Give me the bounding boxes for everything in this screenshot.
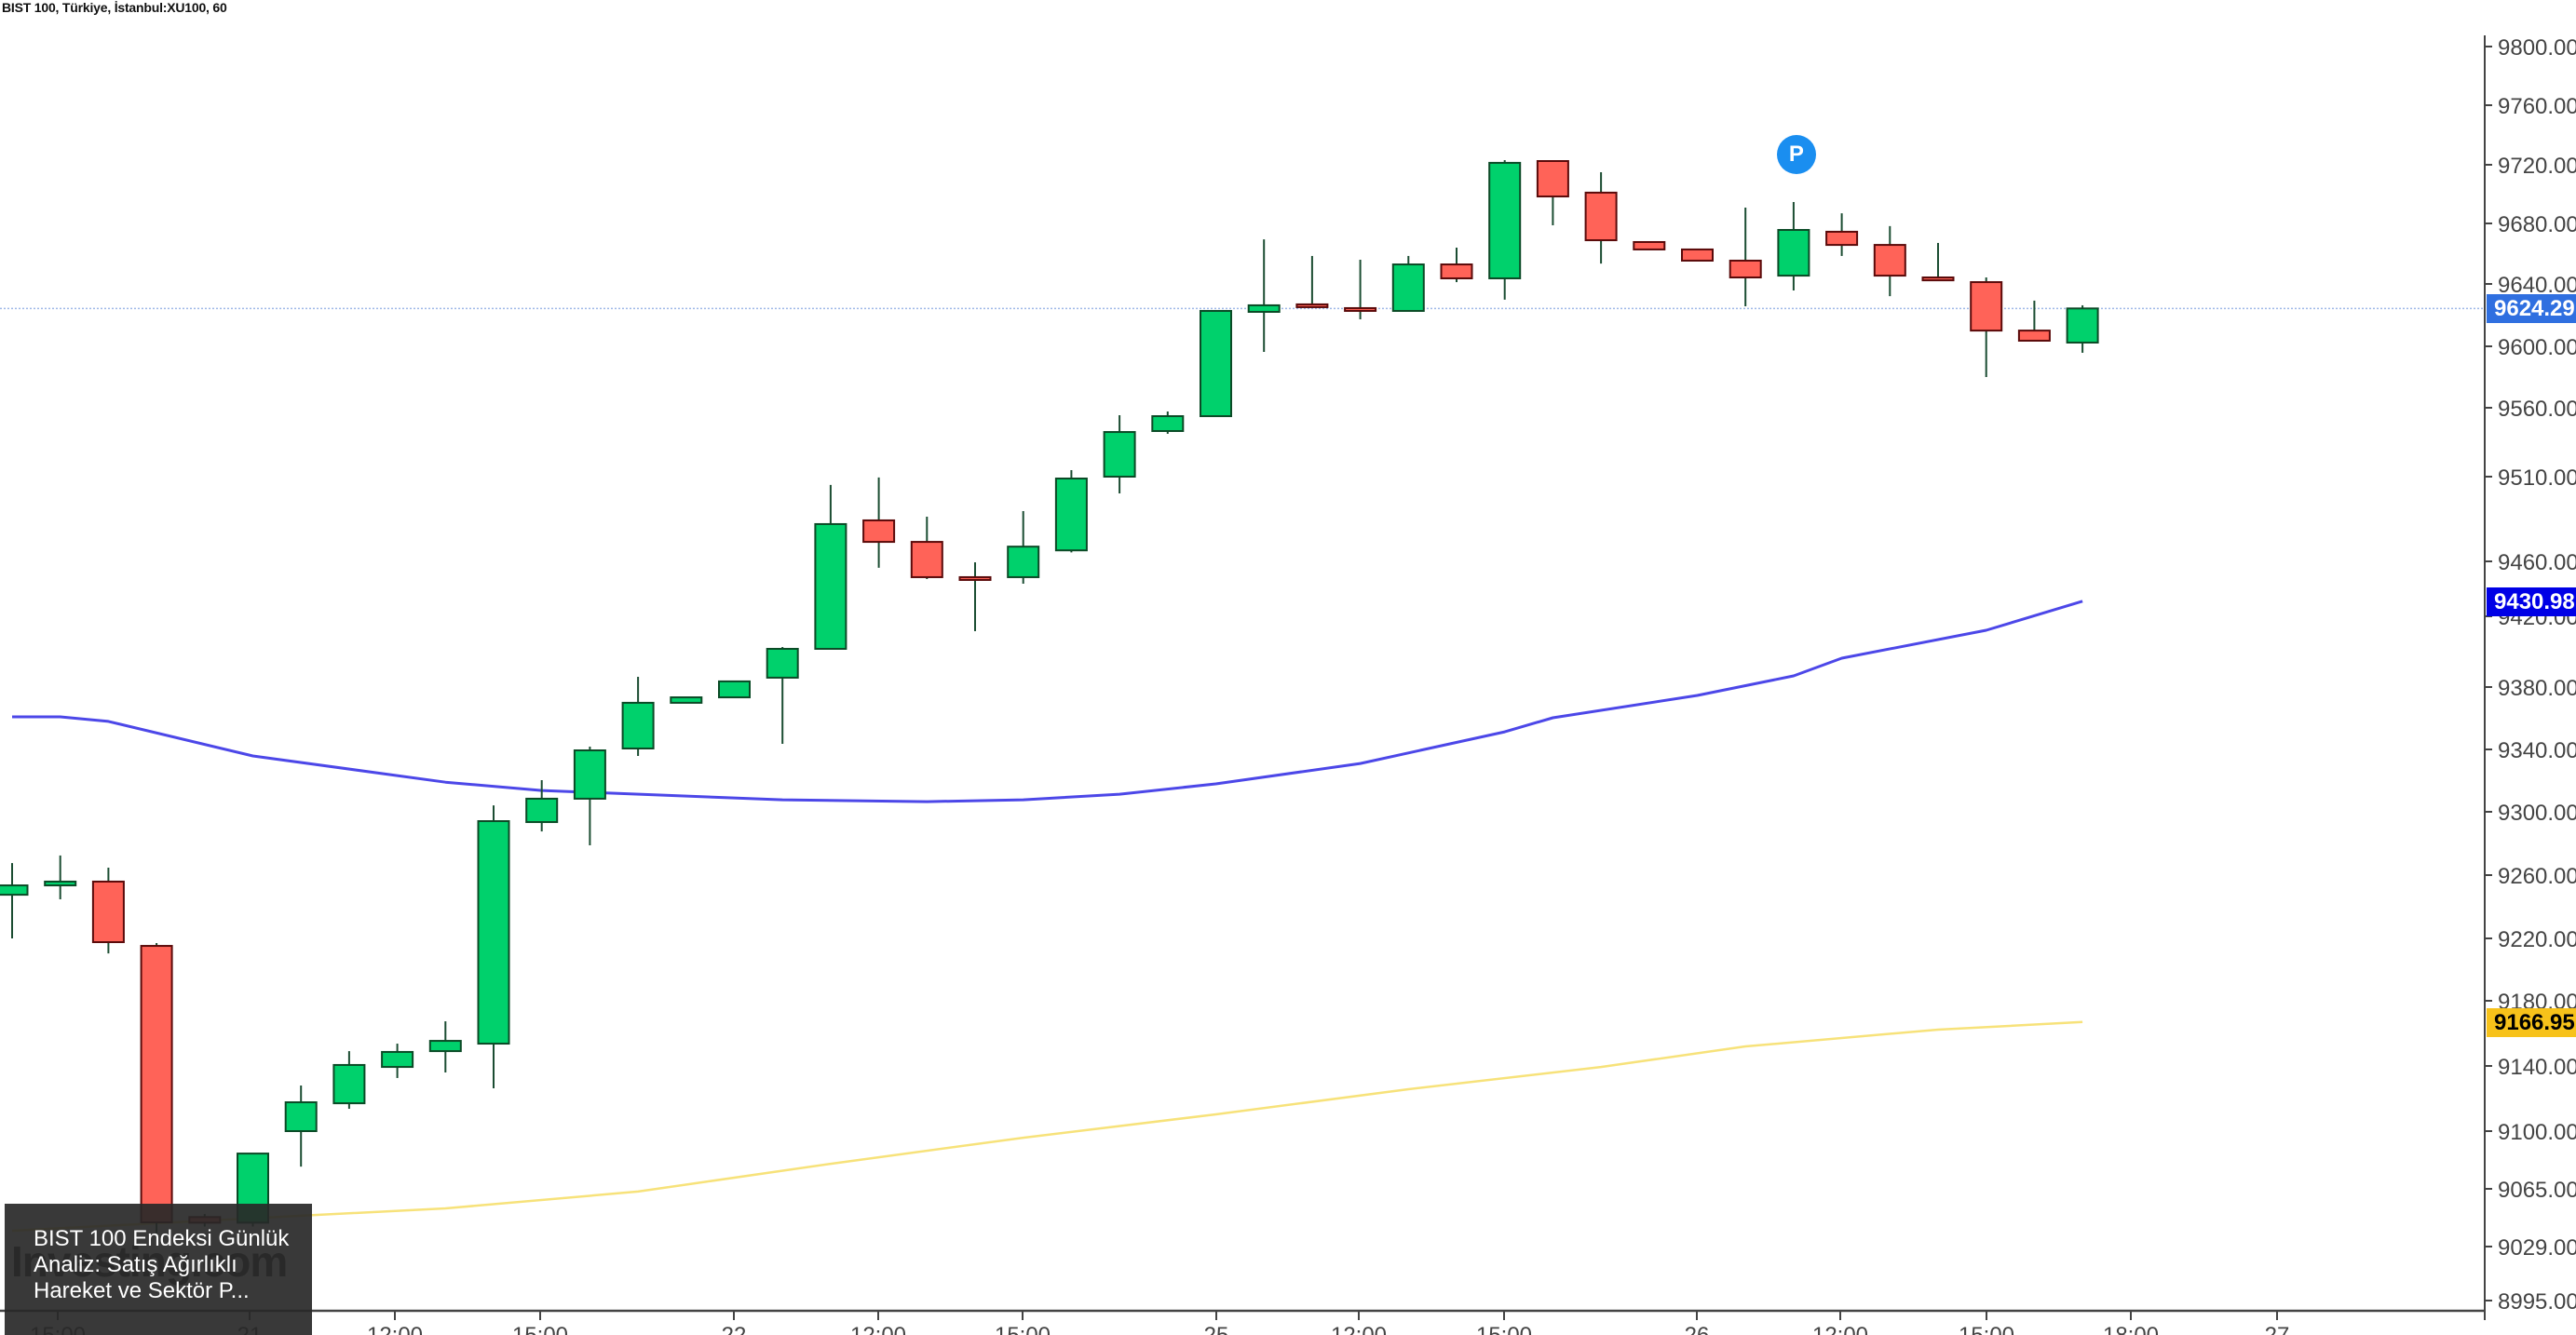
candle <box>670 696 703 704</box>
candle <box>1825 213 1859 256</box>
time-tick-label: 15:00 <box>995 1323 1051 1335</box>
price-tick-label: 9300.00 <box>2498 801 2576 826</box>
price-tick-label: 9340.00 <box>2498 738 2576 763</box>
candle <box>1295 255 1329 308</box>
time-tick-label: 12:00 <box>1812 1323 1868 1335</box>
time-tick-label: 26 <box>1685 1323 1710 1335</box>
time-tick-label: 12:00 <box>850 1323 906 1335</box>
candle <box>1633 240 1666 250</box>
candle <box>958 562 992 631</box>
price-axis[interactable]: 9800.00 9760.00 9720.00 9680.00 9640.00 9600.… <box>2484 35 2576 1320</box>
ma-yellow-line <box>11 1020 2083 1233</box>
price-tick-label: 9380.00 <box>2498 676 2576 701</box>
price-tick-label: 9220.00 <box>2498 927 2576 952</box>
candle <box>1054 470 1088 553</box>
candle <box>862 477 896 568</box>
candle <box>284 1086 318 1167</box>
candle <box>1488 160 1522 300</box>
candle <box>2066 304 2099 353</box>
candle <box>140 943 173 1239</box>
candle <box>1777 202 1810 291</box>
price-tick-label: 9510.00 <box>2498 465 2576 491</box>
candle <box>91 868 125 954</box>
candle <box>814 484 847 650</box>
price-tick-label: 9260.00 <box>2498 864 2576 889</box>
candle <box>718 680 751 699</box>
candle <box>1536 160 1569 225</box>
candle <box>2017 300 2051 342</box>
time-axis[interactable]: 15:002112:0015:002212:0015:002512:0015:0… <box>0 1309 2485 1335</box>
news-line-1: BIST 100 Endeksi Günlük <box>34 1226 290 1251</box>
candle <box>1200 309 1232 418</box>
time-tick-label: 15:00 <box>1476 1323 1532 1335</box>
candle <box>1921 242 1955 282</box>
price-tick-label: 9760.00 <box>2498 94 2576 119</box>
chart-title: BIST 100, Türkiye, İstanbul:XU100, 60 <box>2 0 227 15</box>
candle <box>428 1021 462 1072</box>
time-tick-label: 15:00 <box>512 1323 568 1335</box>
price-tick-label: 9140.00 <box>2498 1055 2576 1080</box>
moving-average-lines <box>11 600 2083 1233</box>
price-tick-label: 9560.00 <box>2498 397 2576 422</box>
price-tick-label: 9460.00 <box>2498 550 2576 575</box>
candle <box>477 805 510 1088</box>
price-tick-label: 9720.00 <box>2498 154 2576 179</box>
candle <box>1729 207 1762 306</box>
candle <box>1103 414 1136 494</box>
candle <box>1151 411 1185 434</box>
news-line-2: Analiz: Satış Ağırlıklı <box>34 1252 237 1277</box>
candle <box>332 1051 366 1110</box>
price-tick-label: 9640.00 <box>2498 273 2576 298</box>
candle <box>0 863 29 938</box>
last-price-tag: 9624.29 <box>2487 294 2576 324</box>
candle <box>766 647 799 744</box>
event-marker-p[interactable]: P <box>1776 135 1816 174</box>
price-tick-label: 9100.00 <box>2498 1120 2576 1145</box>
price-tick-label: 9065.00 <box>2498 1178 2576 1203</box>
candle <box>1440 248 1473 283</box>
candle <box>1970 277 2003 377</box>
candle <box>573 746 606 846</box>
time-tick-label: 27 <box>2265 1323 2290 1335</box>
candle <box>381 1044 414 1078</box>
time-tick-label: 12:00 <box>367 1323 423 1335</box>
candle <box>44 855 77 900</box>
time-tick-label: 18:00 <box>2103 1323 2159 1335</box>
ma-blue-price-tag: 9430.98 <box>2487 587 2576 616</box>
time-tick-label: 22 <box>722 1323 747 1335</box>
candle <box>1391 255 1425 312</box>
candle <box>1873 225 1906 297</box>
candle <box>1681 248 1714 262</box>
candle <box>525 779 559 832</box>
candle <box>1584 172 1618 264</box>
time-tick-label: 15:00 <box>1959 1323 2014 1335</box>
price-tick-label: 8995.00 <box>2498 1289 2576 1315</box>
price-tick-label: 9600.00 <box>2498 335 2576 360</box>
candle <box>1344 260 1377 320</box>
time-tick-label: 25 <box>1204 1323 1229 1335</box>
candlesticks <box>0 160 2099 1239</box>
price-tick-label: 9800.00 <box>2498 35 2576 61</box>
news-headline-card[interactable]: BIST 100 Endeksi Günlük Analiz: Satış Ağ… <box>5 1204 312 1335</box>
marker-label: P <box>1788 142 1804 167</box>
time-tick-label: 12:00 <box>1331 1323 1387 1335</box>
ma-yellow-price-tag: 9166.95 <box>2487 1007 2576 1037</box>
news-line-3: Hareket ve Sektör P... <box>34 1278 250 1303</box>
candle <box>910 516 943 580</box>
price-tick-label: 9680.00 <box>2498 212 2576 237</box>
candle <box>1007 510 1040 585</box>
ma-blue-line <box>12 600 2083 803</box>
price-tick-label: 9029.00 <box>2498 1235 2576 1261</box>
candle <box>1247 239 1281 352</box>
candle <box>621 676 655 757</box>
